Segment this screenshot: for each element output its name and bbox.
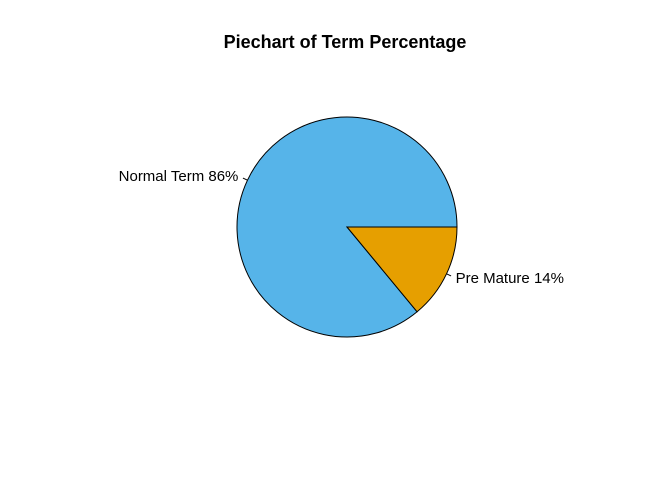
pie-slices bbox=[236, 116, 458, 338]
chart-title: Piechart of Term Percentage bbox=[224, 32, 467, 52]
pie-slice-label-0: Normal Term 86% bbox=[119, 168, 239, 185]
pie-labels: Normal Term 86% Pre Mature 14% bbox=[119, 168, 564, 287]
pie-slice-label-1: Pre Mature 14% bbox=[456, 270, 564, 287]
pie-label-tick-1 bbox=[446, 273, 452, 277]
pie-slice-1 bbox=[345, 226, 458, 313]
pie-label-tick-0 bbox=[242, 177, 248, 181]
